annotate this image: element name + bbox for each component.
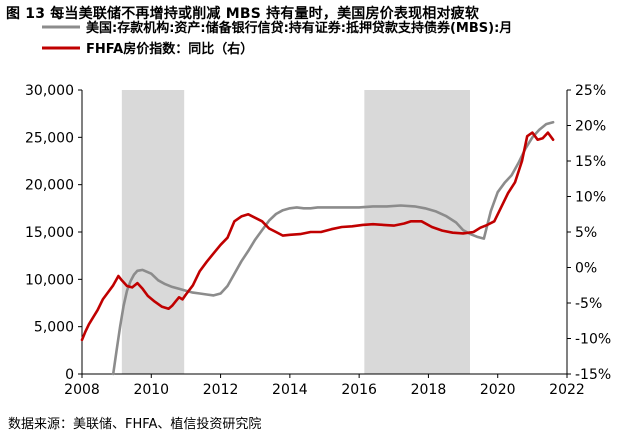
right-tick-label: 5% bbox=[575, 225, 597, 241]
right-tick-label: 20% bbox=[575, 119, 606, 135]
legend-label-2: FHFA房价指数：同比（右） bbox=[86, 41, 253, 57]
right-tick-label: 10% bbox=[575, 190, 606, 206]
right-tick-label: -5% bbox=[575, 296, 602, 312]
x-tick-label: 2016 bbox=[341, 382, 377, 398]
right-tick-label: 25% bbox=[575, 83, 606, 99]
series-lines bbox=[80, 120, 555, 376]
x-tick-label: 2018 bbox=[411, 382, 447, 398]
shaded-periods bbox=[121, 90, 470, 374]
right-tick-label: 0% bbox=[575, 261, 597, 277]
right-tick-label: -10% bbox=[575, 332, 611, 348]
legend-label-1: 美国:存款机构:资产:储备银行信贷:持有证券:抵押贷款支持债券(MBS):月 bbox=[86, 20, 512, 36]
x-tick-label: 2010 bbox=[133, 382, 169, 398]
chart-title: 图 13 每当美联储不再增持或削减 MBS 持有量时，美国房价表现相对疲软 bbox=[6, 6, 480, 22]
left-tick-label: 0 bbox=[65, 367, 74, 383]
x-tick-label: 2008 bbox=[64, 382, 100, 398]
x-tick-label: 2020 bbox=[480, 382, 516, 398]
source-note: 数据来源：美联储、FHFA、植信投资研究院 bbox=[8, 417, 262, 432]
right-tick-label: 15% bbox=[575, 154, 606, 170]
legend: 美国:存款机构:资产:储备银行信贷:持有证券:抵押贷款支持债券(MBS):月 FH… bbox=[42, 20, 512, 57]
left-tick-label: 20,000 bbox=[25, 178, 74, 194]
mbs-series-line bbox=[111, 120, 555, 376]
shaded-period-1 bbox=[121, 90, 185, 374]
left-tick-label: 30,000 bbox=[25, 83, 74, 99]
fhfa-series-line bbox=[80, 131, 555, 342]
x-tick-label: 2014 bbox=[272, 382, 308, 398]
left-tick-label: 5,000 bbox=[34, 320, 74, 336]
right-tick-label: -15% bbox=[575, 367, 611, 383]
x-tick-label: 2012 bbox=[203, 382, 239, 398]
axes: 0 5,000 10,000 15,000 20,000 25,000 30,000 -15%… bbox=[25, 83, 611, 398]
x-tick-label: 2022 bbox=[549, 382, 585, 398]
left-tick-label: 15,000 bbox=[25, 225, 74, 241]
left-tick-label: 25,000 bbox=[25, 130, 74, 146]
left-tick-label: 10,000 bbox=[25, 272, 74, 288]
